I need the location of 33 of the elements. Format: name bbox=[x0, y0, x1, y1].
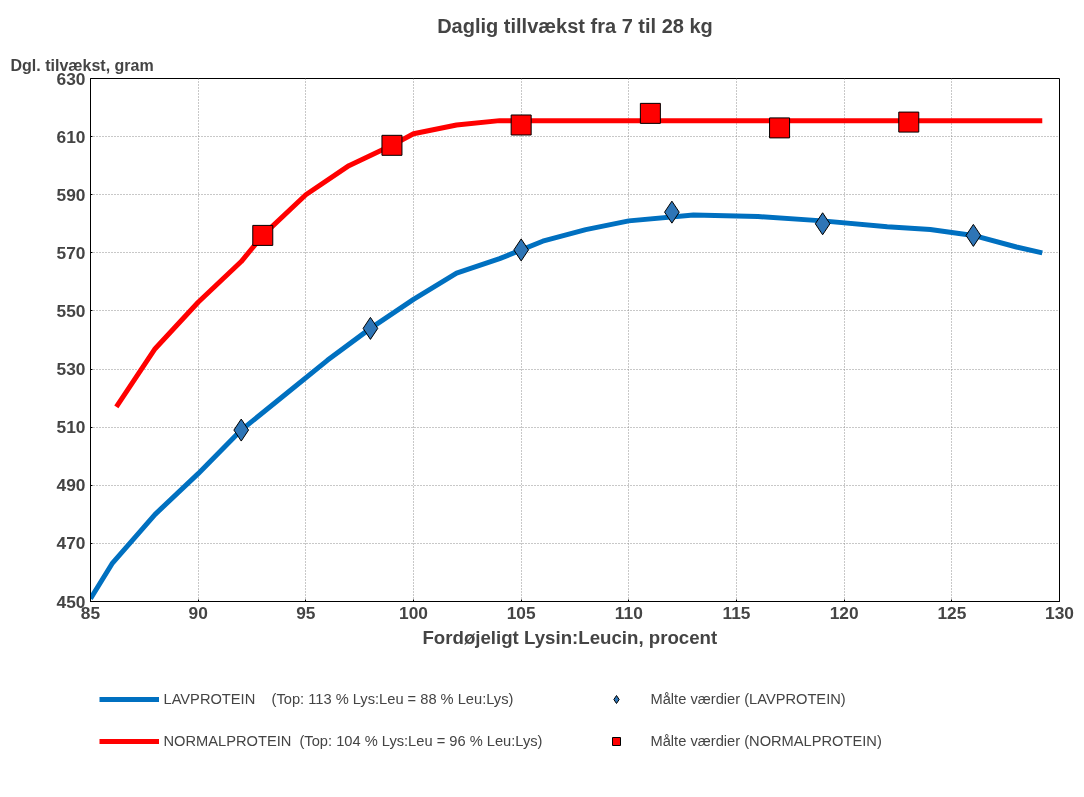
legend-label: LAVPROTEIN (Top: 113 % Lys:Leu = 88 % Leu:Lys) bbox=[163, 691, 515, 707]
point bbox=[233, 418, 250, 442]
x-tick-label: 110 bbox=[614, 602, 643, 623]
legend-label: Målte værdier (LAVPROTEIN) bbox=[650, 691, 847, 707]
x-tick-label: 105 bbox=[506, 602, 536, 623]
point bbox=[381, 134, 403, 156]
legend-label: Målte værdier (NORMALPROTEIN) bbox=[650, 733, 883, 749]
x-tick-label: 95 bbox=[296, 602, 316, 623]
y-tick-label: 530 bbox=[56, 359, 86, 380]
x-tick-label: 100 bbox=[399, 602, 428, 623]
y-tick-label: 490 bbox=[56, 475, 86, 496]
y-tick-label: 550 bbox=[56, 300, 86, 321]
y-tick-label: 570 bbox=[56, 242, 86, 263]
point bbox=[639, 102, 661, 124]
x-tick-label: 90 bbox=[188, 602, 208, 623]
point bbox=[252, 224, 274, 246]
x-axis-title: Fordøjeligt Lysin:Leucin, procent bbox=[422, 626, 718, 648]
point bbox=[769, 117, 791, 139]
point bbox=[965, 223, 982, 247]
y-tick-label: 590 bbox=[56, 184, 86, 205]
point bbox=[362, 316, 379, 340]
y-tick-label: 610 bbox=[56, 126, 86, 147]
x-tick-label: 130 bbox=[1045, 602, 1074, 623]
y-tick-label: 470 bbox=[56, 533, 86, 554]
x-tick-label: 125 bbox=[937, 602, 967, 623]
point bbox=[814, 212, 831, 236]
x-tick-label: 120 bbox=[829, 602, 859, 623]
chart-title: Daglig tillvækst fra 7 til 28 kg bbox=[437, 15, 713, 37]
x-tick-label: 115 bbox=[722, 602, 751, 623]
y-tick-label: 510 bbox=[56, 417, 86, 438]
legend-label: NORMALPROTEIN (Top: 104 % Lys:Leu = 96 % Leu:Lys) bbox=[163, 733, 544, 749]
point bbox=[510, 114, 532, 136]
point bbox=[898, 111, 920, 133]
